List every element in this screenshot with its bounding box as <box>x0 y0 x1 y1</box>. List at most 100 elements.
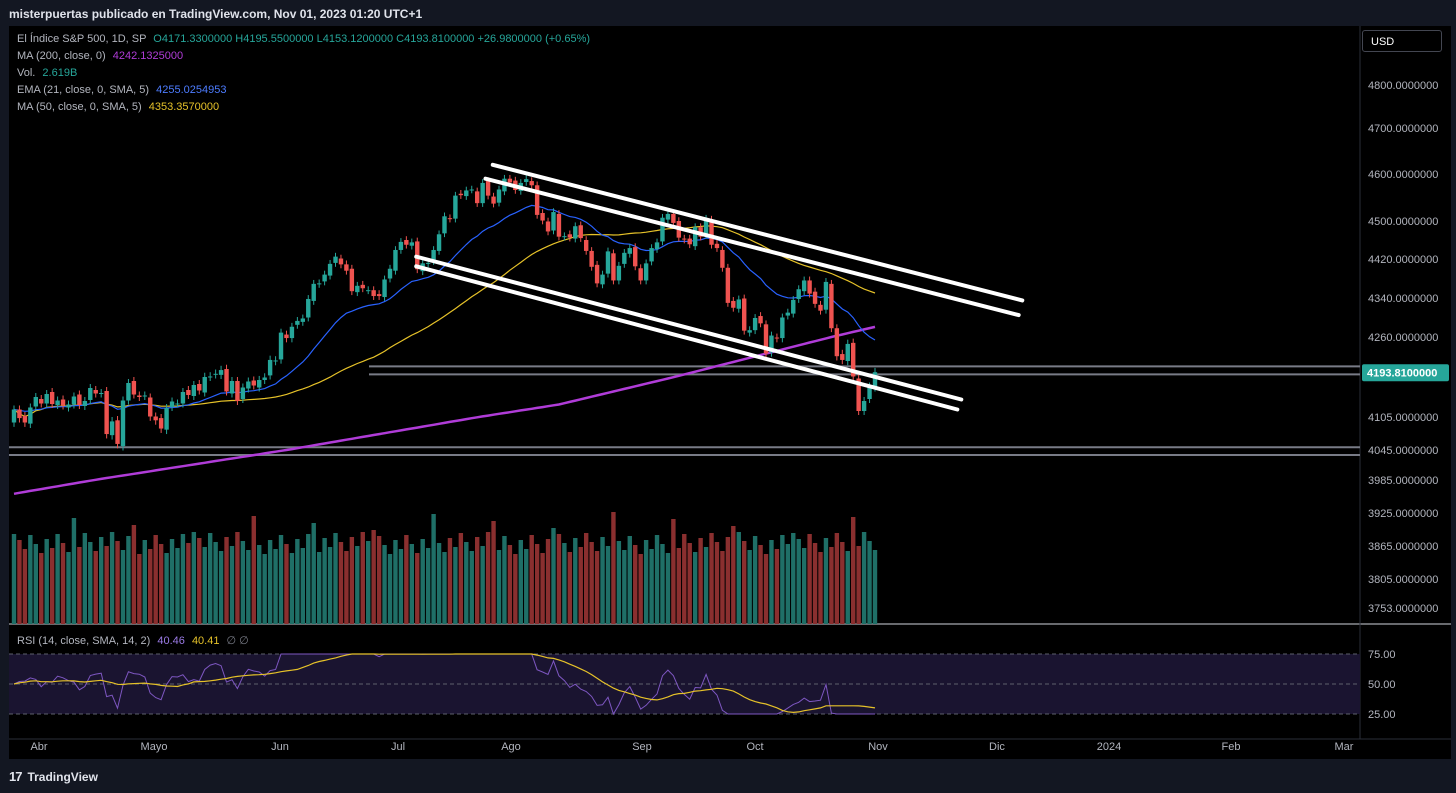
volume-bar <box>344 551 349 624</box>
volume-bar <box>327 547 333 624</box>
price-tick-label: 4420.0000000 <box>1368 254 1438 266</box>
volume-bar <box>458 533 464 624</box>
time-tick-label: Jun <box>271 741 289 753</box>
candle-body <box>692 227 698 247</box>
candle-body <box>66 404 71 408</box>
tradingview-logo[interactable]: 17 TradingView <box>9 769 98 784</box>
candle-body <box>480 182 485 204</box>
candle-body <box>725 267 731 303</box>
volume-bar <box>436 543 442 624</box>
rsi-tick-label: 25.00 <box>1368 709 1396 721</box>
candle-body <box>316 283 322 285</box>
rsi-tick-label: 75.00 <box>1368 649 1396 661</box>
candle-body <box>567 234 573 238</box>
volume-bar <box>158 544 164 624</box>
legend-rsi-label: RSI (14, close, SMA, 14, 2) <box>17 635 151 647</box>
candle-body <box>458 193 464 196</box>
volume-bar <box>567 552 573 624</box>
volume-bar <box>71 518 77 624</box>
trend-line <box>414 264 960 412</box>
candle-body <box>638 268 643 281</box>
candle-body <box>213 373 218 375</box>
volume-bar <box>867 541 872 624</box>
volume-bar <box>464 542 469 624</box>
candle-body <box>126 383 131 401</box>
candle-body <box>327 263 333 276</box>
volume-bar <box>366 541 371 624</box>
volume-bar <box>540 553 545 624</box>
volume-bar <box>551 528 556 624</box>
candle-body <box>616 265 622 281</box>
volume-bar <box>11 534 17 624</box>
candle-body <box>605 251 611 274</box>
volume-bar <box>692 552 698 624</box>
legend-ma50-label: MA (50, close, 0, SMA, 5) <box>17 101 142 113</box>
candle-body <box>556 213 562 237</box>
volume-bar <box>338 542 344 624</box>
chart-canvas[interactable]: 4800.0000000 4700.0000000 4600.0000000 4500… <box>9 26 1451 759</box>
volume-bar <box>605 546 611 624</box>
price-tick-label: 4105.0000000 <box>1368 412 1438 424</box>
volume-bar <box>164 553 169 624</box>
volume-bar <box>840 542 845 624</box>
candle-body <box>338 258 344 265</box>
volume-bar <box>442 552 447 624</box>
volume-bar <box>834 533 840 624</box>
volume-bar <box>829 547 834 624</box>
publish-header: misterpuertas publicado en TradingView.c… <box>0 0 1456 26</box>
price-tick-label: 4500.0000000 <box>1368 216 1438 228</box>
candle-body <box>197 384 202 391</box>
candle-body <box>856 378 861 411</box>
candle-body <box>207 376 213 378</box>
volume-bar <box>485 532 491 624</box>
volume-bar <box>660 544 665 624</box>
volume-bar <box>284 544 289 624</box>
candle-body <box>464 190 469 197</box>
time-tick-label: Abr <box>30 741 47 753</box>
candle-body <box>71 396 77 405</box>
candle-body <box>807 280 812 294</box>
volume-bar <box>643 540 649 624</box>
volume-bar <box>98 537 104 624</box>
price-tick-label: 4700.0000000 <box>1368 123 1438 135</box>
candle-body <box>28 407 33 424</box>
candle-body <box>120 400 126 447</box>
candle-body <box>436 234 442 251</box>
volume-bar <box>556 534 562 624</box>
volume-bar <box>175 548 180 624</box>
volume-bar <box>355 546 360 624</box>
volume-bars <box>11 512 878 624</box>
candle-body <box>17 409 22 419</box>
volume-bar <box>229 546 235 624</box>
chart-frame[interactable] <box>9 26 1451 759</box>
volume-bar <box>698 538 703 624</box>
candle-body <box>594 264 600 284</box>
candle-body <box>485 181 491 196</box>
volume-bar <box>44 539 49 624</box>
candle-body <box>240 387 246 399</box>
currency-button[interactable]: USD <box>1362 30 1442 52</box>
volume-bar <box>224 537 229 624</box>
volume-bar <box>638 554 643 624</box>
ma50-line <box>13 225 876 418</box>
legend-vol-value: 2.619B <box>42 67 78 79</box>
candle-body <box>115 420 120 444</box>
volume-bar <box>780 535 785 624</box>
candle-body <box>88 388 93 400</box>
candle-body <box>643 263 649 281</box>
candle-body <box>474 191 480 204</box>
volume-bar <box>404 535 409 624</box>
footer-bar: 17 TradingView <box>0 759 1456 793</box>
volume-bar <box>469 551 474 624</box>
candle-body <box>611 253 616 281</box>
candle-body <box>453 195 458 219</box>
volume-bar <box>573 538 578 624</box>
candle-body <box>77 394 82 405</box>
volume-bar <box>28 535 33 624</box>
legend-ema21-label: EMA (21, close, 0, SMA, 5) <box>17 84 150 96</box>
candle-body <box>791 299 796 314</box>
volume-bar <box>207 533 213 624</box>
candle-body <box>295 320 300 325</box>
candle-body <box>622 252 627 264</box>
volume-bar <box>376 536 382 624</box>
